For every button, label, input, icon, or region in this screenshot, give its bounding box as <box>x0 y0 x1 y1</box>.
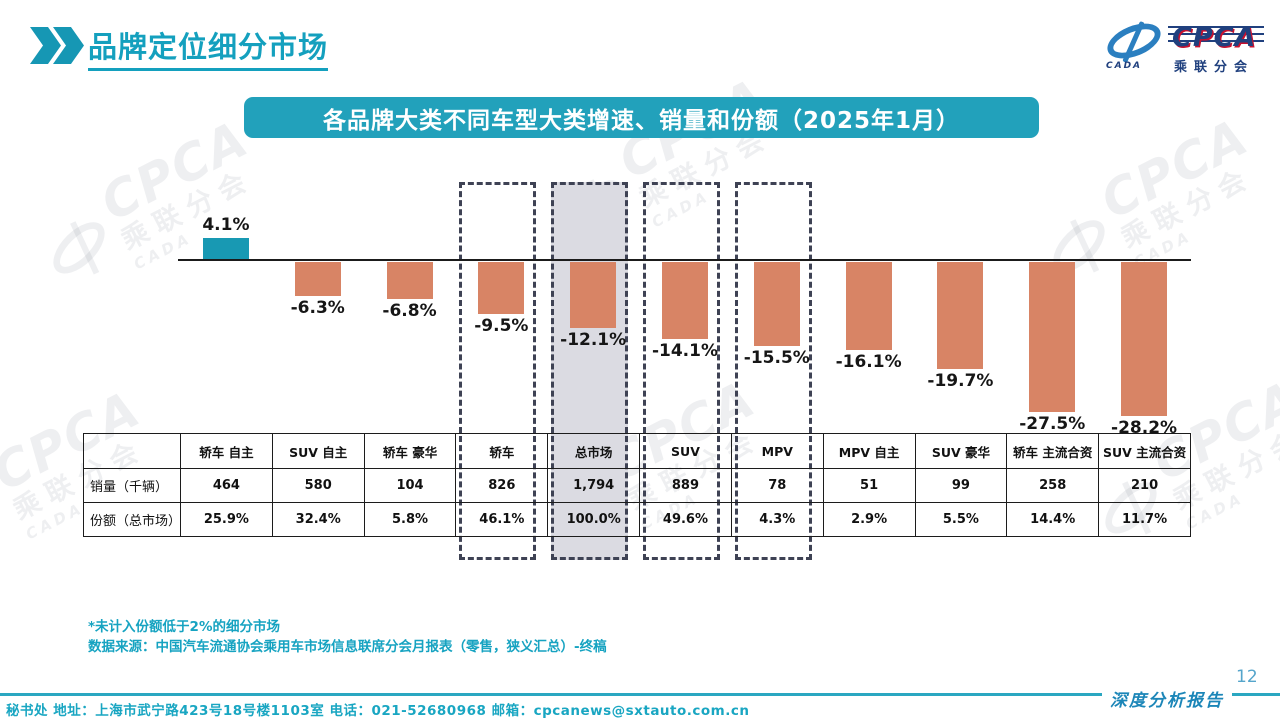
table-row-label: 销量（千辆） <box>83 468 181 503</box>
footer-divider <box>0 693 1280 696</box>
table-header-SUV 豪华: SUV 豪华 <box>914 433 1008 469</box>
table-cell-总市场: 1,794 <box>547 468 641 503</box>
bar-轿车 主流合资 <box>1029 262 1076 412</box>
bar-SUV <box>662 262 708 339</box>
bar-value-label-SUV 主流合资: -28.2% <box>1111 417 1178 438</box>
page-title: 品牌定位细分市场 <box>88 24 329 71</box>
bar-MPV 自主 <box>845 262 892 350</box>
table-cell-MPV 自主: 51 <box>822 468 916 503</box>
table-cell-SUV 主流合资: 11.7% <box>1098 502 1191 537</box>
table-cell-SUV 豪华: 99 <box>914 468 1008 503</box>
table-cell-轿车 自主: 25.9% <box>180 502 273 537</box>
cpca-logo-stripes <box>1168 26 1264 50</box>
footnote-2: 数据来源：中国汽车流通协会乘用车市场信息联席分会月报表（零售，狭义汇总）-终稿 <box>88 639 607 655</box>
table-header-轿车: 轿车 <box>455 433 549 469</box>
table-cell-轿车: 826 <box>455 468 549 503</box>
bar-value-label-MPV: -15.5% <box>743 348 810 369</box>
table-corner-cell <box>83 433 181 469</box>
table-cell-轿车 豪华: 5.8% <box>363 502 457 537</box>
highlight-box-SUV <box>643 182 720 560</box>
bar-value-label-轿车 主流合资: -27.5% <box>1019 413 1086 434</box>
segment-data-table: 轿车 自主 SUV 自主 轿车 豪华 轿车 总市场 SUV MPV MPV 自主 SUV 豪华轿… <box>83 433 1191 537</box>
cpca-logo-wordmark: CPCA <box>1172 22 1257 53</box>
bar-value-label-轿车: -9.5% <box>474 315 529 336</box>
cpca-logo-cada-text: CADA <box>1106 61 1143 71</box>
table-row-label: 份额（总市场） <box>83 502 181 537</box>
cpca-logo: CADA CPCA 乘联分会 <box>1098 16 1268 75</box>
table-row: 销量（千辆） 464 580 104 826 1,794 889 78 51 99 258 210 <box>83 468 1191 503</box>
bar-轿车 豪华 <box>386 262 433 300</box>
cpca-logo-subtitle: 乘联分会 <box>1174 60 1255 75</box>
table-cell-MPV: 78 <box>730 468 824 503</box>
table-cell-SUV 自主: 32.4% <box>271 502 365 537</box>
bar-value-label-SUV 豪华: -19.7% <box>927 371 994 392</box>
table-cell-轿车 自主: 464 <box>180 468 273 503</box>
table-cell-SUV: 889 <box>639 468 732 503</box>
footer-contact: 秘书处 地址：上海市武宁路423号18号楼1103室 电话：021-526809… <box>6 703 750 719</box>
table-cell-总市场: 100.0% <box>547 502 641 537</box>
bar-value-label-SUV: -14.1% <box>651 340 718 361</box>
footnotes: *未计入份额低于2%的细分市场 数据来源：中国汽车流通协会乘用车市场信息联席分会… <box>88 617 607 657</box>
bar-轿车 自主 <box>202 237 249 260</box>
table-cell-SUV 主流合资: 210 <box>1098 468 1191 503</box>
table-header-MPV 自主: MPV 自主 <box>822 433 916 469</box>
highlight-box-轿车 <box>459 182 537 560</box>
bar-value-label-总市场: -12.1% <box>560 329 627 350</box>
table-cell-SUV: 49.6% <box>639 502 732 537</box>
table-cell-SUV 豪华: 5.5% <box>914 502 1008 537</box>
bar-总市场 <box>570 262 617 328</box>
table-header-SUV 自主: SUV 自主 <box>271 433 365 469</box>
bar-value-label-SUV 自主: -6.3% <box>290 298 345 319</box>
table-header-轿车 主流合资: 轿车 主流合资 <box>1006 433 1100 469</box>
bar-SUV 主流合资 <box>1121 262 1168 416</box>
table-header-SUV: SUV <box>639 433 732 469</box>
chart-zero-axis <box>178 259 1191 261</box>
report-title: 深度分析报告 <box>1102 686 1232 711</box>
table-cell-SUV 自主: 580 <box>271 468 365 503</box>
bar-SUV 豪华 <box>937 262 984 370</box>
bar-SUV 自主 <box>294 262 341 297</box>
bar-value-label-轿车 豪华: -6.8% <box>382 301 437 322</box>
highlight-box-MPV <box>734 182 812 560</box>
table-header-MPV: MPV <box>730 433 824 469</box>
table-cell-MPV: 4.3% <box>730 502 824 537</box>
table-header-轿车 自主: 轿车 自主 <box>180 433 273 469</box>
bar-value-label-轿车 自主: 4.1% <box>202 214 250 235</box>
table-header-SUV 主流合资: SUV 主流合资 <box>1098 433 1191 469</box>
table-header-轿车 豪华: 轿车 豪华 <box>363 433 457 469</box>
slide-banner-title: 各品牌大类不同车型大类增速、销量和份额（2025年1月） <box>244 97 1039 138</box>
bar-MPV <box>753 262 800 347</box>
bar-value-label-MPV 自主: -16.1% <box>835 351 902 372</box>
table-cell-轿车 主流合资: 258 <box>1006 468 1100 503</box>
table-cell-轿车 豪华: 104 <box>363 468 457 503</box>
bar-轿车 <box>478 262 525 314</box>
table-row: 份额（总市场） 25.9% 32.4% 5.8% 46.1% 100.0% 49.6% 4.3… <box>83 502 1191 537</box>
table-cell-轿车 主流合资: 14.4% <box>1006 502 1100 537</box>
table-header-总市场: 总市场 <box>547 433 641 469</box>
table-cell-轿车: 46.1% <box>455 502 549 537</box>
page-number: 12 <box>1236 667 1258 687</box>
table-cell-MPV 自主: 2.9% <box>822 502 916 537</box>
footnote-1: *未计入份额低于2%的细分市场 <box>88 619 280 635</box>
